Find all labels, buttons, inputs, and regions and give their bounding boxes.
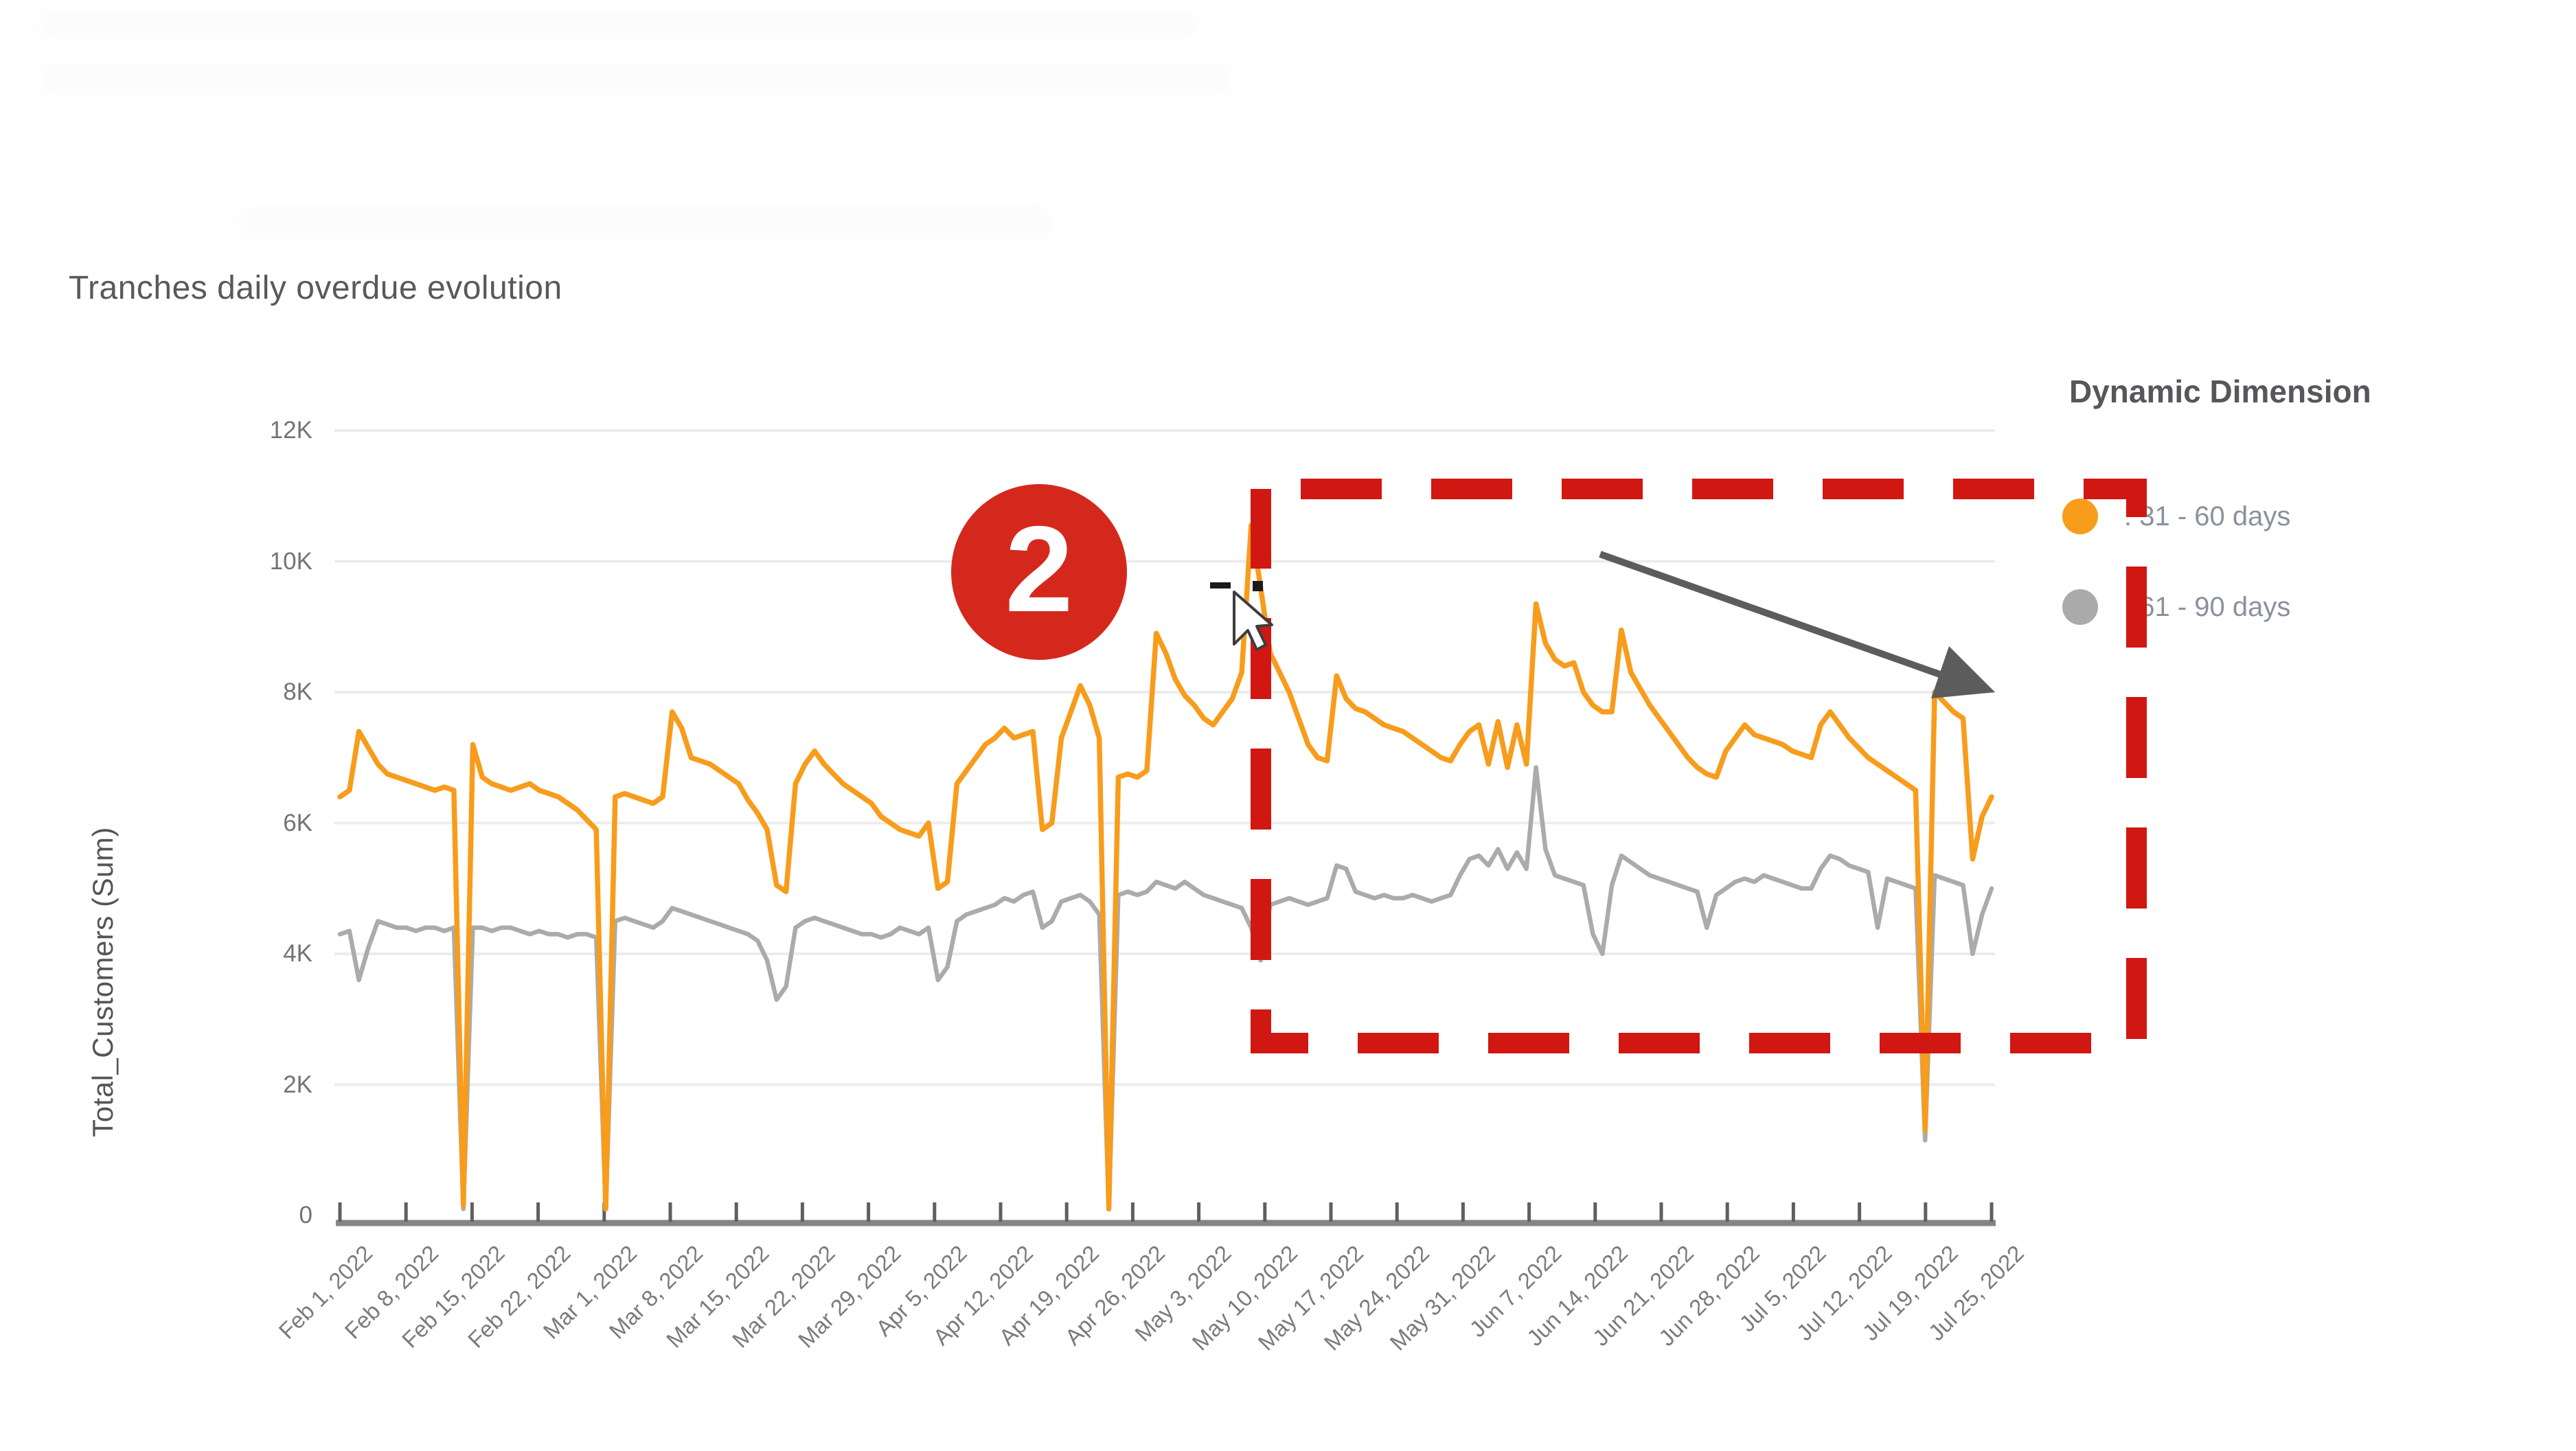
legend-item-label: . 31 - 60 days [2124,501,2291,532]
ghost-text-smudge [240,206,1051,239]
y-tick-label-8K: 8K [283,678,312,705]
legend-item-31-60-days[interactable]: . 31 - 60 days [2062,496,2290,537]
y-tick-label-0: 0 [299,1202,312,1229]
y-tick-label-12K: 12K [269,417,312,444]
ghost-text-smudge [41,14,1195,38]
legend: Dynamic Dimension [2069,373,2371,410]
chart-title: Tranches daily overdue evolution [69,270,562,306]
step-2-badge-number: 2 [1005,501,1073,637]
y-tick-label-6K: 6K [283,809,312,836]
legend-item-61-90-days[interactable]: . 61 - 90 days [2062,586,2290,628]
y-tick-label-4K: 4K [283,940,312,967]
y-tick-label-10K: 10K [269,547,312,575]
cursor-artifact-mark [1210,582,1231,589]
legend-title: Dynamic Dimension [2069,374,2371,409]
y-tick-label-2K: 2K [283,1071,312,1098]
legend-dot-gray [2062,589,2098,625]
trend-arrow-head [1931,646,1995,698]
series-line-31-60-days[interactable] [337,523,1994,1212]
series-line-61-90-days[interactable] [337,765,1994,1211]
y-axis-title: Total_Customers (Sum) [87,827,119,1137]
ghost-text-smudge [41,65,1229,93]
trend-arrow-line [1599,551,1949,681]
legend-dot-orange [2062,499,2098,534]
step-2-badge: 2 [951,484,1127,660]
legend-item-label: . 61 - 90 days [2124,591,2291,622]
